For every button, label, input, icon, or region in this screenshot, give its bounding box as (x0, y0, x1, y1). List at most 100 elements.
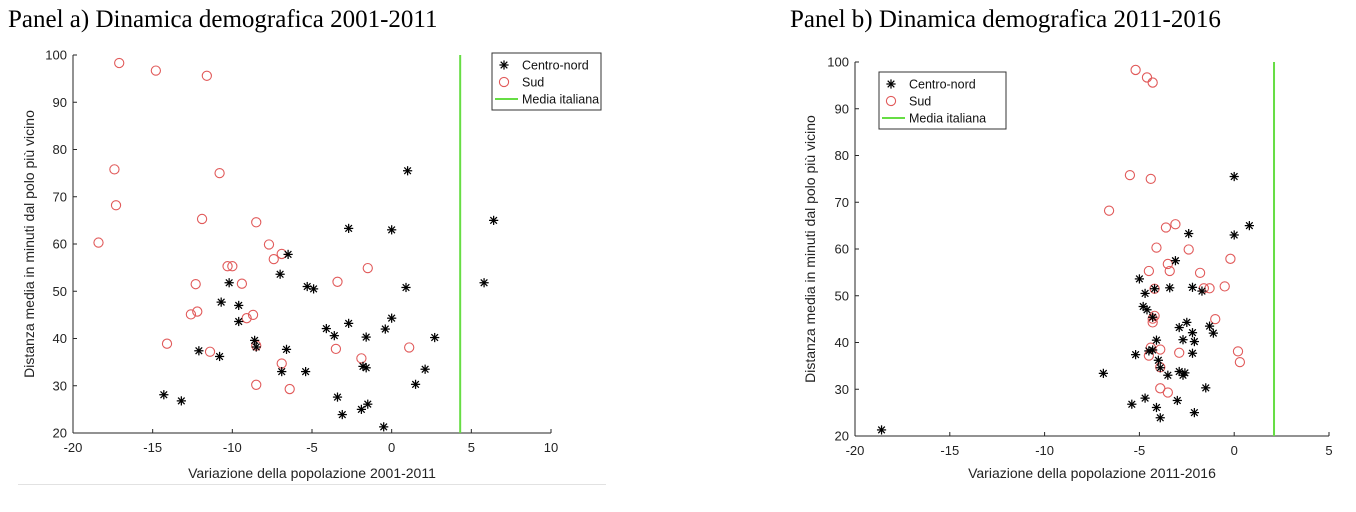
centro-nord-point (1187, 348, 1198, 358)
centro-nord-point (1187, 328, 1198, 338)
sud-point (1143, 265, 1155, 277)
y-axis-label: Distanza media in minuti dal polo più vi… (802, 115, 818, 383)
sud-point (1124, 169, 1136, 181)
centro-nord-point (1197, 286, 1207, 296)
sud-point (1232, 346, 1244, 357)
centro-nord-point (1163, 370, 1173, 380)
centro-nord-point (337, 409, 347, 420)
centro-nord-point (194, 346, 204, 356)
legend-label: Media italiana (909, 112, 986, 126)
centro-nord-point (410, 379, 421, 389)
sud-point (190, 279, 201, 290)
centro-nord-point (1189, 336, 1199, 347)
centro-nord-point (1204, 321, 1215, 331)
sud-point (1225, 253, 1236, 264)
centro-nord-point (1170, 256, 1181, 266)
sud-point (1160, 222, 1172, 233)
centro-nord-point (1201, 383, 1211, 393)
sud-point (222, 261, 233, 272)
y-tick-label: 70 (835, 195, 849, 210)
centro-nord-point (489, 215, 499, 225)
centro-nord-point (301, 366, 311, 377)
centro-nord-point (308, 284, 319, 294)
centro-nord-point (214, 351, 225, 362)
centro-nord-point (321, 323, 331, 334)
sud-point (1210, 313, 1221, 325)
centro-nord-point (387, 225, 397, 235)
sud-point (284, 383, 295, 395)
y-tick-label: 50 (53, 284, 67, 299)
centro-nord-point (403, 166, 413, 176)
x-axis-label: Variazione della popolazione 2011-2016 (968, 465, 1216, 481)
y-tick-label: 20 (835, 429, 849, 444)
centro-nord-point (380, 324, 390, 334)
centro-nord-point (1229, 171, 1239, 182)
centro-nord-point (1148, 312, 1158, 322)
x-tick-label: -20 (64, 440, 83, 455)
sud-point (247, 309, 259, 321)
sud-point (93, 237, 104, 248)
centro-nord-point (1140, 393, 1150, 403)
centro-nord-point (361, 363, 371, 373)
legend-label: Centro-nord (522, 59, 589, 73)
y-tick-label: 60 (53, 237, 67, 252)
legend-label: Media italiana (522, 93, 599, 107)
y-tick-label: 60 (835, 242, 849, 257)
centro-nord-point (344, 223, 354, 234)
sud-point (1141, 72, 1153, 83)
legend: Centro-nord Sud Media italiana (491, 52, 602, 111)
y-tick-label: 90 (835, 101, 849, 116)
panel-b-title: Panel b) Dinamica demografica 2011-2016 (790, 6, 1221, 33)
x-tick-label: 10 (544, 440, 558, 455)
centro-nord-point (430, 332, 440, 343)
centro-nord-point (224, 278, 234, 288)
centro-nord-point (1229, 230, 1239, 240)
centro-nord-point (401, 282, 411, 293)
sud-point (150, 65, 162, 76)
x-tick-label: -20 (846, 443, 865, 458)
centro-nord-point (176, 396, 186, 406)
centro-nord-point (1131, 350, 1141, 360)
sud-point (1145, 173, 1156, 185)
centro-nord-point (356, 404, 366, 414)
centro-nord-point (1148, 345, 1158, 355)
y-tick-label: 70 (53, 189, 67, 204)
legend-circle-marker (885, 95, 897, 107)
centro-nord-point (1244, 221, 1254, 231)
centro-nord-point (1127, 399, 1137, 409)
centro-nord-point (283, 249, 293, 259)
legend-star-marker (499, 60, 509, 70)
y-tick-label: 80 (835, 148, 849, 163)
centro-nord-point (1142, 305, 1152, 315)
centro-nord-point (420, 364, 430, 374)
centro-nord-point (479, 278, 489, 288)
sud-point (1149, 310, 1160, 322)
centro-nord-point (361, 332, 371, 342)
sud-point (1194, 267, 1206, 278)
sud-point (196, 213, 208, 225)
y-tick-label: 20 (53, 426, 67, 441)
y-tick-label: 30 (53, 378, 67, 393)
centro-nord-point (1187, 282, 1198, 292)
legend-label: Centro-nord (909, 78, 976, 92)
centro-nord-point (1178, 335, 1188, 345)
sud-point (356, 353, 367, 364)
chart-panel-a: -20 -15 -10 -5 0 5 10 20 30 40 50 60 70 80 90 100 Variaz… (21, 48, 602, 481)
x-tick-label: -15 (940, 443, 959, 458)
y-tick-label: 30 (835, 382, 849, 397)
centro-nord-point (1182, 317, 1192, 327)
legend-star-marker (886, 79, 896, 89)
centro-nord-point (1165, 283, 1175, 293)
sud-point (185, 309, 197, 320)
sud-point (214, 167, 225, 179)
sud-point (1234, 356, 1246, 368)
x-tick-label: 0 (1231, 443, 1238, 458)
sud-point (1151, 242, 1162, 253)
centro-nord-point (1134, 274, 1144, 284)
sud-point (204, 346, 216, 357)
y-axis-label: Distanza media in minuti dal polo più vi… (21, 110, 37, 378)
centro-nord-point (159, 390, 169, 400)
legend-label: Sud (522, 76, 544, 90)
sud-point (1130, 64, 1141, 76)
